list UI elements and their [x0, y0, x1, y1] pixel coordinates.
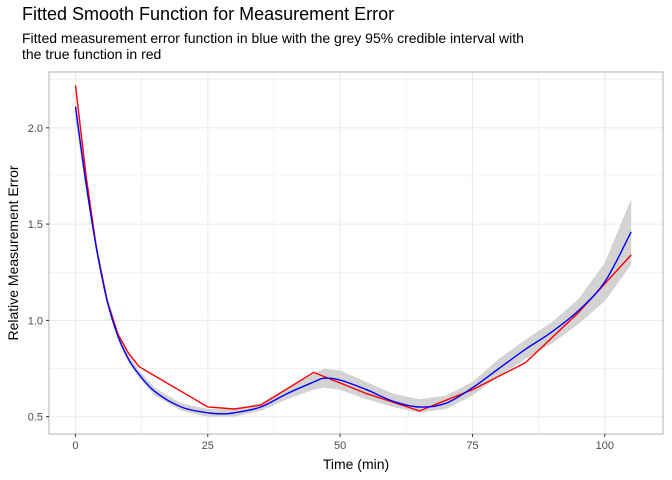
- panel-border: [48, 71, 664, 435]
- y-tick-label: 1.0: [28, 315, 43, 327]
- series-line-layer: [74, 85, 632, 415]
- x-tick-label: 25: [202, 440, 214, 452]
- y-tick-label: 0.5: [28, 412, 43, 424]
- x-axis-title: Time (min): [323, 456, 389, 472]
- chart-title: Fitted Smooth Function for Measurement E…: [22, 4, 395, 24]
- chart-subtitle: Fitted measurement error function in blu…: [22, 30, 524, 62]
- x-tick-label: 75: [466, 440, 478, 452]
- x-tick-label: 0: [72, 440, 78, 452]
- x-tick-label: 100: [596, 440, 614, 452]
- fitted-function-line: [74, 106, 632, 415]
- x-tick-label: 50: [334, 440, 346, 452]
- grid-layer: [49, 72, 663, 434]
- y-axis-title: Relative Measurement Error: [5, 165, 21, 340]
- true-function-line: [74, 85, 632, 412]
- y-tick-label: 1.5: [28, 219, 43, 231]
- y-tick-label: 2.0: [28, 123, 43, 135]
- tick-layer: 0 25 50 75 100 0.5 1.0 1.5 2.0: [28, 123, 614, 452]
